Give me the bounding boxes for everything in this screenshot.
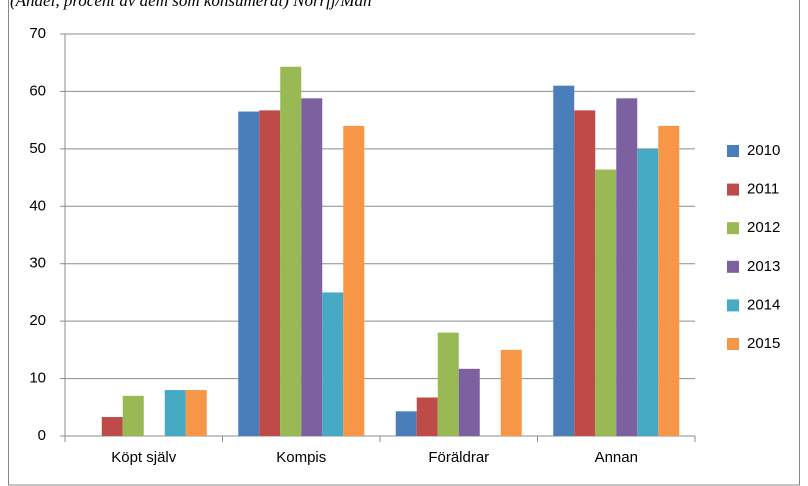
bar: [301, 98, 323, 436]
bar: [259, 110, 281, 436]
bar: [616, 98, 638, 436]
legend-label: 2015: [747, 335, 780, 352]
bar: [458, 368, 480, 436]
bar: [164, 390, 186, 436]
y-tick-label: 10: [29, 370, 46, 387]
bar: [500, 349, 522, 436]
legend-label: 2014: [747, 296, 780, 313]
bar: [416, 397, 438, 436]
bar: [122, 395, 144, 436]
legend-swatch: [727, 338, 739, 350]
bar: [658, 125, 680, 436]
bar: [101, 417, 123, 436]
bar: [437, 332, 459, 436]
bar: [595, 169, 617, 436]
y-tick-label: 50: [29, 140, 46, 157]
y-tick-label: 40: [29, 197, 46, 214]
x-tick-label: Annan: [595, 449, 638, 466]
bar: [553, 85, 575, 436]
bar: [185, 390, 207, 436]
legend-label: 2011: [747, 181, 779, 198]
bar: [343, 125, 365, 436]
y-tick-label: 60: [29, 82, 46, 99]
bar: [395, 411, 417, 436]
legend-label: 2013: [747, 258, 780, 275]
bar: [637, 148, 659, 436]
bar: [322, 292, 344, 436]
y-tick-label: 0: [38, 427, 46, 444]
legend-label: 2012: [747, 219, 780, 236]
bar: [574, 110, 596, 436]
legend-swatch: [727, 222, 739, 235]
legend-label: 2010: [747, 142, 780, 159]
y-tick-label: 70: [29, 25, 46, 42]
legend-swatch: [727, 145, 739, 157]
legend-swatch: [727, 299, 739, 312]
bar: [238, 111, 260, 437]
x-tick-label: Föräldrar: [428, 449, 489, 466]
chart-title: (Andel, procent av dem som konsumerat) N…: [10, 0, 372, 10]
x-tick-label: Köpt själv: [111, 449, 177, 466]
legend-swatch: [727, 260, 739, 273]
y-tick-label: 30: [29, 255, 46, 272]
legend-swatch: [727, 183, 739, 196]
x-tick-label: Kompis: [276, 449, 326, 466]
bar: [280, 66, 302, 436]
y-tick-label: 20: [29, 312, 46, 329]
